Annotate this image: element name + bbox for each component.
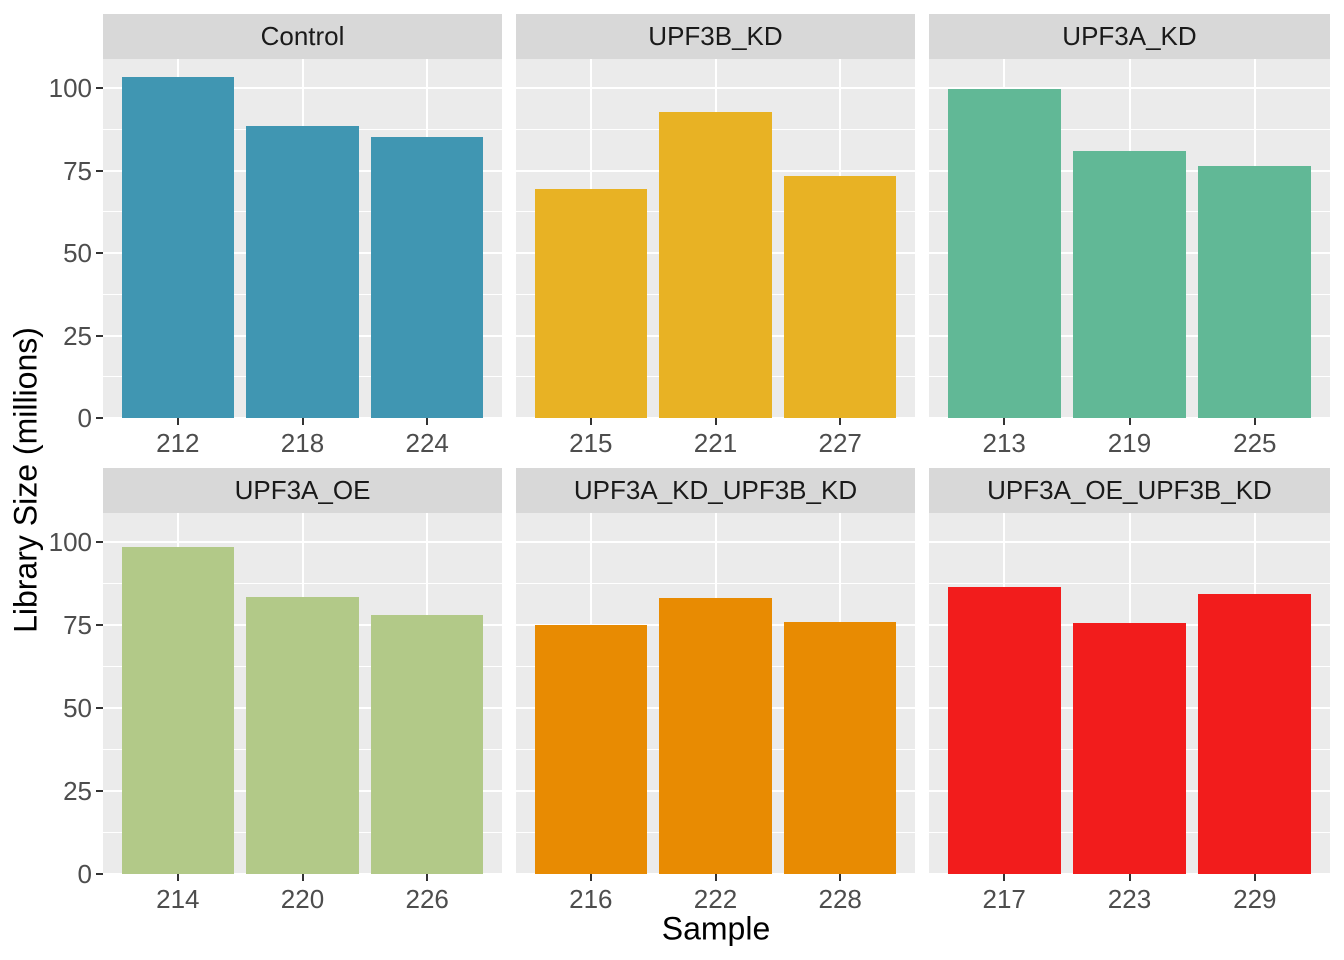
y-tick-mark: [96, 541, 103, 544]
bar-sample-215: [534, 189, 647, 418]
x-tick-mark: [589, 874, 592, 881]
x-tick-mark: [301, 874, 304, 881]
y-tick-mark: [96, 87, 103, 90]
x-tick-label: 222: [693, 884, 738, 914]
bar-sample-228: [784, 622, 897, 874]
facet-strip: UPF3B_KD: [516, 14, 915, 59]
x-tick-mark: [839, 874, 842, 881]
x-tick-label: 223: [1107, 884, 1152, 914]
facet-panel: [929, 59, 1330, 418]
y-tick-label: 100: [48, 73, 92, 104]
x-tick-label: 219: [1107, 428, 1152, 458]
x-tick-label: 225: [1233, 428, 1277, 458]
facet-strip-label: UPF3B_KD: [648, 21, 783, 51]
x-tick-label: 228: [818, 884, 862, 914]
bar-sample-213: [947, 88, 1061, 418]
y-tick-label: 0: [77, 403, 92, 433]
x-tick-mark: [589, 418, 592, 425]
facet-strip-label: UPF3A_KD_UPF3B_KD: [573, 475, 858, 505]
y-tick-label: 75: [63, 610, 92, 641]
bar-sample-216: [534, 625, 647, 874]
x-tick-label: 214: [156, 884, 200, 914]
x-tick-label: 224: [405, 428, 449, 458]
x-tick-mark: [426, 874, 429, 881]
facet-strip: Control: [103, 14, 502, 59]
facet-strip: UPF3A_KD: [929, 14, 1330, 59]
y-tick-label: 25: [63, 320, 92, 351]
x-tick-label: 229: [1233, 884, 1277, 914]
x-tick-mark: [426, 418, 429, 425]
facet-panel: [103, 59, 502, 418]
bar-sample-226: [371, 615, 484, 874]
y-tick-mark: [96, 707, 103, 710]
x-tick-mark: [1128, 418, 1131, 425]
x-tick-mark: [714, 418, 717, 425]
facet-strip-label: UPF3A_KD: [1062, 21, 1197, 51]
y-tick-label: 25: [63, 776, 92, 807]
x-tick-label: 226: [405, 884, 449, 914]
x-tick-mark: [301, 418, 304, 425]
bar-sample-229: [1198, 594, 1312, 874]
bar-sample-224: [371, 137, 484, 418]
bar-sample-220: [246, 596, 359, 874]
x-tick-label: 217: [982, 884, 1026, 914]
y-tick-label: 50: [63, 693, 92, 724]
y-tick-label: 75: [63, 155, 92, 186]
x-tick-mark: [714, 874, 717, 881]
bar-sample-225: [1198, 165, 1312, 418]
y-tick-label: 100: [48, 527, 92, 558]
x-axis-title: Sample: [661, 910, 771, 947]
x-tick-label: 227: [818, 428, 862, 458]
x-tick-label: 218: [280, 428, 325, 458]
x-tick-label: 221: [693, 428, 738, 458]
facet-panel: [103, 513, 502, 874]
x-tick-label: 220: [280, 884, 325, 914]
x-tick-label: 213: [982, 428, 1026, 458]
x-tick-mark: [1003, 418, 1006, 425]
x-tick-label: 212: [156, 428, 200, 458]
x-tick-mark: [176, 874, 179, 881]
facet-panel: [516, 59, 915, 418]
bar-sample-223: [1073, 623, 1186, 874]
bar-sample-221: [659, 112, 772, 418]
x-tick-label: 215: [569, 428, 613, 458]
x-tick-mark: [839, 418, 842, 425]
y-tick-label: 0: [77, 859, 92, 889]
bar-sample-222: [659, 597, 772, 874]
facet-strip: UPF3A_OE_UPF3B_KD: [929, 468, 1330, 513]
bar-sample-218: [246, 125, 359, 418]
facet-strip: UPF3A_KD_UPF3B_KD: [516, 468, 915, 513]
x-tick-mark: [1253, 874, 1256, 881]
y-tick-mark: [96, 252, 103, 255]
facet-strip-label: Control: [260, 21, 345, 51]
y-tick-mark: [96, 417, 103, 419]
facet-panel: [929, 513, 1330, 874]
bar-sample-227: [784, 176, 897, 418]
x-tick-mark: [1253, 418, 1256, 425]
bar-sample-212: [121, 76, 234, 418]
x-tick-mark: [176, 418, 179, 425]
y-tick-mark: [96, 334, 103, 337]
y-tick-mark: [96, 873, 103, 875]
y-tick-label: 50: [63, 238, 92, 269]
bar-sample-214: [121, 546, 234, 874]
y-tick-mark: [96, 624, 103, 627]
facet-strip: UPF3A_OE: [103, 468, 502, 513]
x-tick-label: 216: [569, 884, 613, 914]
y-tick-mark: [96, 169, 103, 172]
x-tick-mark: [1003, 874, 1006, 881]
facet-strip-label: UPF3A_OE: [234, 475, 371, 505]
facet-panel: [516, 513, 915, 874]
bar-sample-217: [947, 586, 1061, 874]
y-tick-mark: [96, 790, 103, 793]
y-axis-title: Library Size (millions): [7, 327, 44, 633]
facet-strip-label: UPF3A_OE_UPF3B_KD: [987, 475, 1272, 505]
bar-sample-219: [1073, 151, 1186, 418]
x-tick-mark: [1128, 874, 1131, 881]
